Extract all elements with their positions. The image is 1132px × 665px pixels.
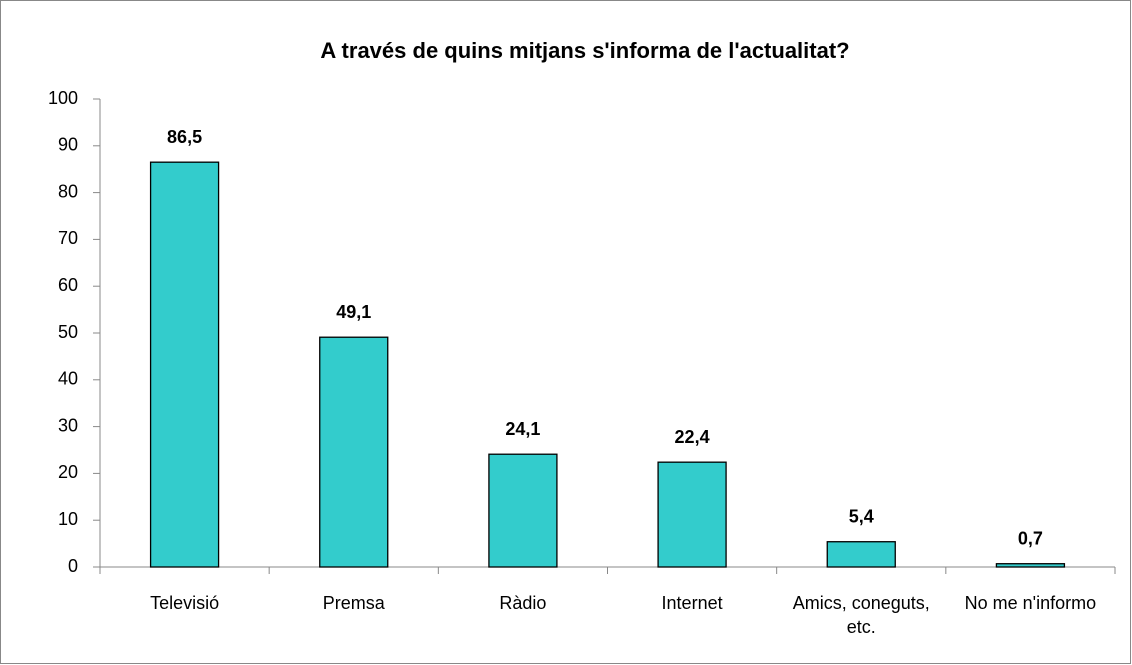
bar <box>826 541 896 568</box>
y-tick-label: 80 <box>58 181 78 201</box>
bar <box>319 336 389 568</box>
x-tick-label: Ràdio <box>499 593 547 613</box>
value-label: 49,1 <box>336 302 371 322</box>
y-tick-label: 90 <box>58 135 78 155</box>
value-label: 5,4 <box>849 506 874 526</box>
x-tick-label: Premsa <box>322 593 385 613</box>
y-tick-label: 70 <box>58 228 78 248</box>
x-tick-label: Televisió <box>150 593 220 613</box>
y-tick-label: 0 <box>68 556 78 576</box>
bar <box>657 461 727 568</box>
y-tick-label: 60 <box>58 275 78 295</box>
value-label: 0,7 <box>1018 528 1043 548</box>
value-label: 24,1 <box>505 419 540 439</box>
y-tick-label: 20 <box>58 462 78 482</box>
y-tick-label: 100 <box>48 88 78 108</box>
bar <box>488 453 558 568</box>
x-tick-label: No me n'informo <box>964 593 1097 613</box>
bar <box>149 161 220 568</box>
bar <box>995 563 1066 568</box>
y-tick-label: 10 <box>58 509 78 529</box>
y-tick-label: 30 <box>58 415 78 435</box>
y-tick-label: 40 <box>58 369 78 389</box>
y-tick-label: 50 <box>58 322 78 342</box>
x-tick-label: Amics, coneguts, etc. <box>792 593 930 637</box>
x-tick-label: Internet <box>661 593 723 613</box>
value-label: 86,5 <box>167 127 202 147</box>
value-label: 22,4 <box>675 427 710 447</box>
chart-title: A través de quins mitjans s'informa de l… <box>320 38 849 63</box>
